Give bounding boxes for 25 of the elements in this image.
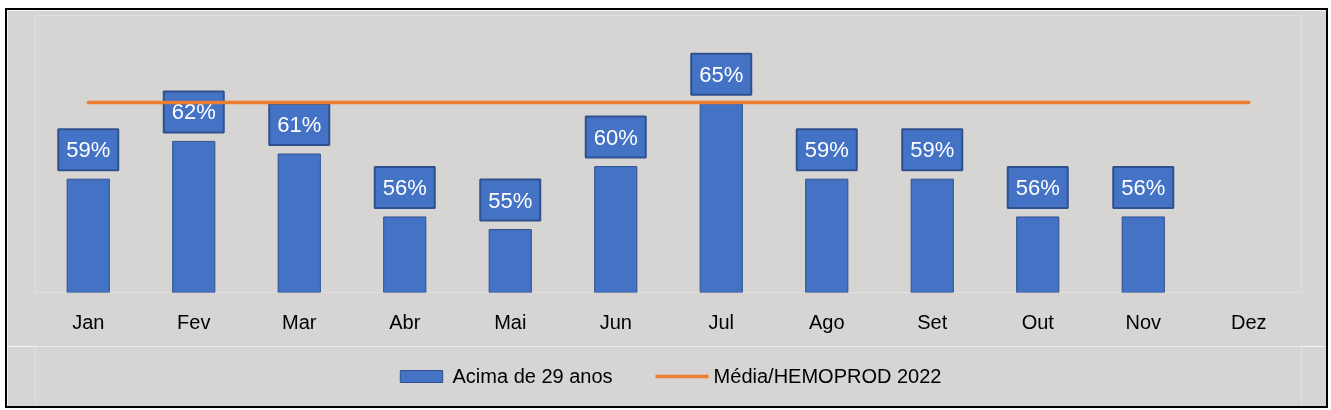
x-tick-label: Out: [1021, 310, 1055, 333]
data-label: 60%: [593, 124, 638, 150]
x-tick-label: Fev: [177, 310, 211, 333]
x-tick-label: Mar: [282, 310, 317, 333]
data-label: 59%: [910, 137, 955, 163]
data-label: 56%: [1121, 174, 1166, 200]
data-label: 59%: [804, 137, 849, 163]
x-tick-label: Jun: [599, 310, 632, 333]
data-label: 56%: [382, 174, 427, 200]
x-tick-label: Set: [917, 310, 948, 333]
legend-label: Média/HEMOPROD 2022: [713, 364, 942, 388]
data-label: 56%: [1015, 174, 1060, 200]
legend-label: Acima de 29 anos: [452, 364, 613, 388]
data-label: 62%: [171, 99, 216, 125]
data-label: 65%: [699, 61, 744, 87]
data-label: 59%: [66, 137, 111, 163]
x-tick-label: Nov: [1125, 310, 1162, 333]
x-tick-label: Mai: [494, 310, 527, 333]
x-tick-label: Jan: [72, 310, 105, 333]
data-label: 55%: [488, 187, 533, 213]
data-label: 61%: [277, 112, 322, 137]
x-tick-label: Ago: [808, 310, 845, 333]
x-tick-label: Dez: [1230, 310, 1267, 333]
x-tick-label: Abr: [389, 310, 421, 333]
x-tick-label: Jul: [708, 310, 735, 333]
